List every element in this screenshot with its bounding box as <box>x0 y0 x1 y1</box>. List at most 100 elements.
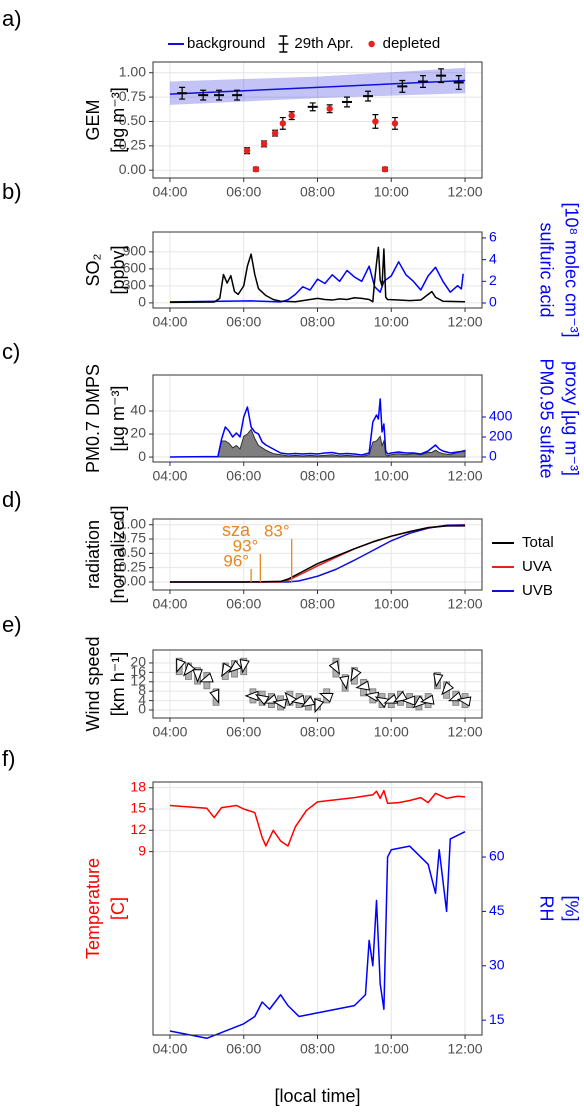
x-tick-label: 04:00 <box>152 314 187 330</box>
wind-arrow <box>192 669 203 684</box>
x-tick-label: 08:00 <box>300 724 335 740</box>
x-tick-label: 06:00 <box>226 468 261 484</box>
y-tick-label: 1.00 <box>119 63 146 79</box>
wind-arrow <box>318 692 334 703</box>
wind-arrow <box>393 690 408 703</box>
point <box>372 118 379 125</box>
y-tick-label: 0.25 <box>119 137 146 153</box>
y-tick-label: 12 <box>130 672 146 688</box>
y-tick-label: 12 <box>130 821 146 837</box>
x-tick-label: 04:00 <box>152 468 187 484</box>
wind-arrow <box>314 698 325 714</box>
x-tick-label: 04:00 <box>152 184 187 200</box>
y-axis-title: [ppbv] <box>108 245 128 294</box>
panel-border <box>152 374 483 463</box>
x-tick-label: 10:00 <box>374 468 409 484</box>
x-tick-label: 04:00 <box>152 724 187 740</box>
y-axis-title: [C] <box>108 897 128 920</box>
y-tick-label: 1.00 <box>119 515 146 531</box>
y-tick-label: 0 <box>138 701 146 717</box>
y2-tick-label: 30 <box>489 956 505 972</box>
wind-arrow <box>401 695 416 706</box>
point <box>326 105 333 112</box>
x-tick-label: 12:00 <box>448 1041 483 1057</box>
x-tick-label: 08:00 <box>300 184 335 200</box>
y-axis-title: [normalized] <box>108 505 128 603</box>
x-tick-label: 12:00 <box>448 596 483 612</box>
y-tick-label: 0 <box>138 448 146 464</box>
point <box>243 147 251 154</box>
panel-label: d) <box>2 487 22 512</box>
area <box>169 428 466 458</box>
x-tick-label: 08:00 <box>300 596 335 612</box>
x-axis-title: [local time] <box>274 1086 360 1106</box>
wind-arrow <box>383 693 399 704</box>
y-tick-label: 8 <box>138 682 146 698</box>
wind-arrow <box>328 660 341 675</box>
panel-label: e) <box>2 612 22 637</box>
legend-label: depleted <box>383 35 441 52</box>
legend-symbol <box>368 40 375 48</box>
wind-arrow <box>447 691 463 702</box>
annotation-label: 96° <box>223 551 249 570</box>
wind-arrow <box>364 691 380 702</box>
y2-tick-label: 4 <box>489 250 497 266</box>
panel-label: a) <box>2 6 22 31</box>
legend-label: Total <box>522 534 554 551</box>
x-tick-label: 06:00 <box>226 184 261 200</box>
y-tick-label: 0.00 <box>119 573 146 589</box>
y-tick-label: 9 <box>138 842 146 858</box>
legend-label: UVB <box>522 582 553 599</box>
x-tick-label: 08:00 <box>300 468 335 484</box>
y-tick-label: 4 <box>138 691 146 707</box>
wind-arrow <box>221 662 233 678</box>
line <box>169 830 466 1040</box>
panel-label: b) <box>2 179 22 204</box>
point <box>271 129 279 137</box>
x-tick-label: 06:00 <box>226 1041 261 1057</box>
y-tick-label: 0.50 <box>119 112 146 128</box>
x-tick-label: 10:00 <box>374 596 409 612</box>
y-axis-title: [ng m⁻³] <box>108 87 128 153</box>
wind-arrow <box>290 694 306 705</box>
line <box>169 261 464 303</box>
x-tick-label: 10:00 <box>374 1041 409 1057</box>
panel-border <box>152 61 483 179</box>
x-tick-label: 10:00 <box>374 184 409 200</box>
y-axis-title: SO₂ <box>83 253 103 286</box>
x-tick-label: 12:00 <box>448 184 483 200</box>
y-axis-title: Wind speed <box>83 636 103 731</box>
y-tick-label: 0.25 <box>119 558 146 574</box>
y-tick-label: 600 <box>123 260 147 276</box>
y-axis-title: radiation <box>83 520 103 589</box>
legend-label: 29th Apr. <box>294 35 353 52</box>
y-tick-label: 40 <box>130 402 146 418</box>
panel-border <box>152 781 483 1036</box>
point <box>381 166 389 173</box>
y2-tick-label: 6 <box>489 229 497 245</box>
legend-symbol <box>278 35 289 53</box>
wind-arrow <box>239 658 250 674</box>
wind-arrow <box>263 693 279 704</box>
y-tick-label: 18 <box>130 778 146 794</box>
wind-arrow <box>433 673 444 688</box>
wind-arrow <box>412 695 427 709</box>
wind-arrow <box>419 694 435 705</box>
point <box>252 166 260 173</box>
wind-arrow <box>456 696 472 707</box>
y-axis-title: PM0.7 DMPS <box>83 364 103 473</box>
wind-arrow <box>198 672 214 683</box>
wind-arrow <box>272 698 287 710</box>
wind-arrow <box>300 695 316 708</box>
y-tick-label: 300 <box>123 277 147 293</box>
y2-axis-title: RH <box>536 896 556 922</box>
x-tick-label: 08:00 <box>300 1041 335 1057</box>
line <box>169 398 466 458</box>
y2-tick-label: 0 <box>489 448 497 464</box>
y-tick-label: 20 <box>130 425 146 441</box>
wind-arrow <box>182 662 196 677</box>
wind-arrow <box>209 688 220 704</box>
wind-arrow <box>339 675 350 691</box>
x-tick-label: 06:00 <box>226 724 261 740</box>
